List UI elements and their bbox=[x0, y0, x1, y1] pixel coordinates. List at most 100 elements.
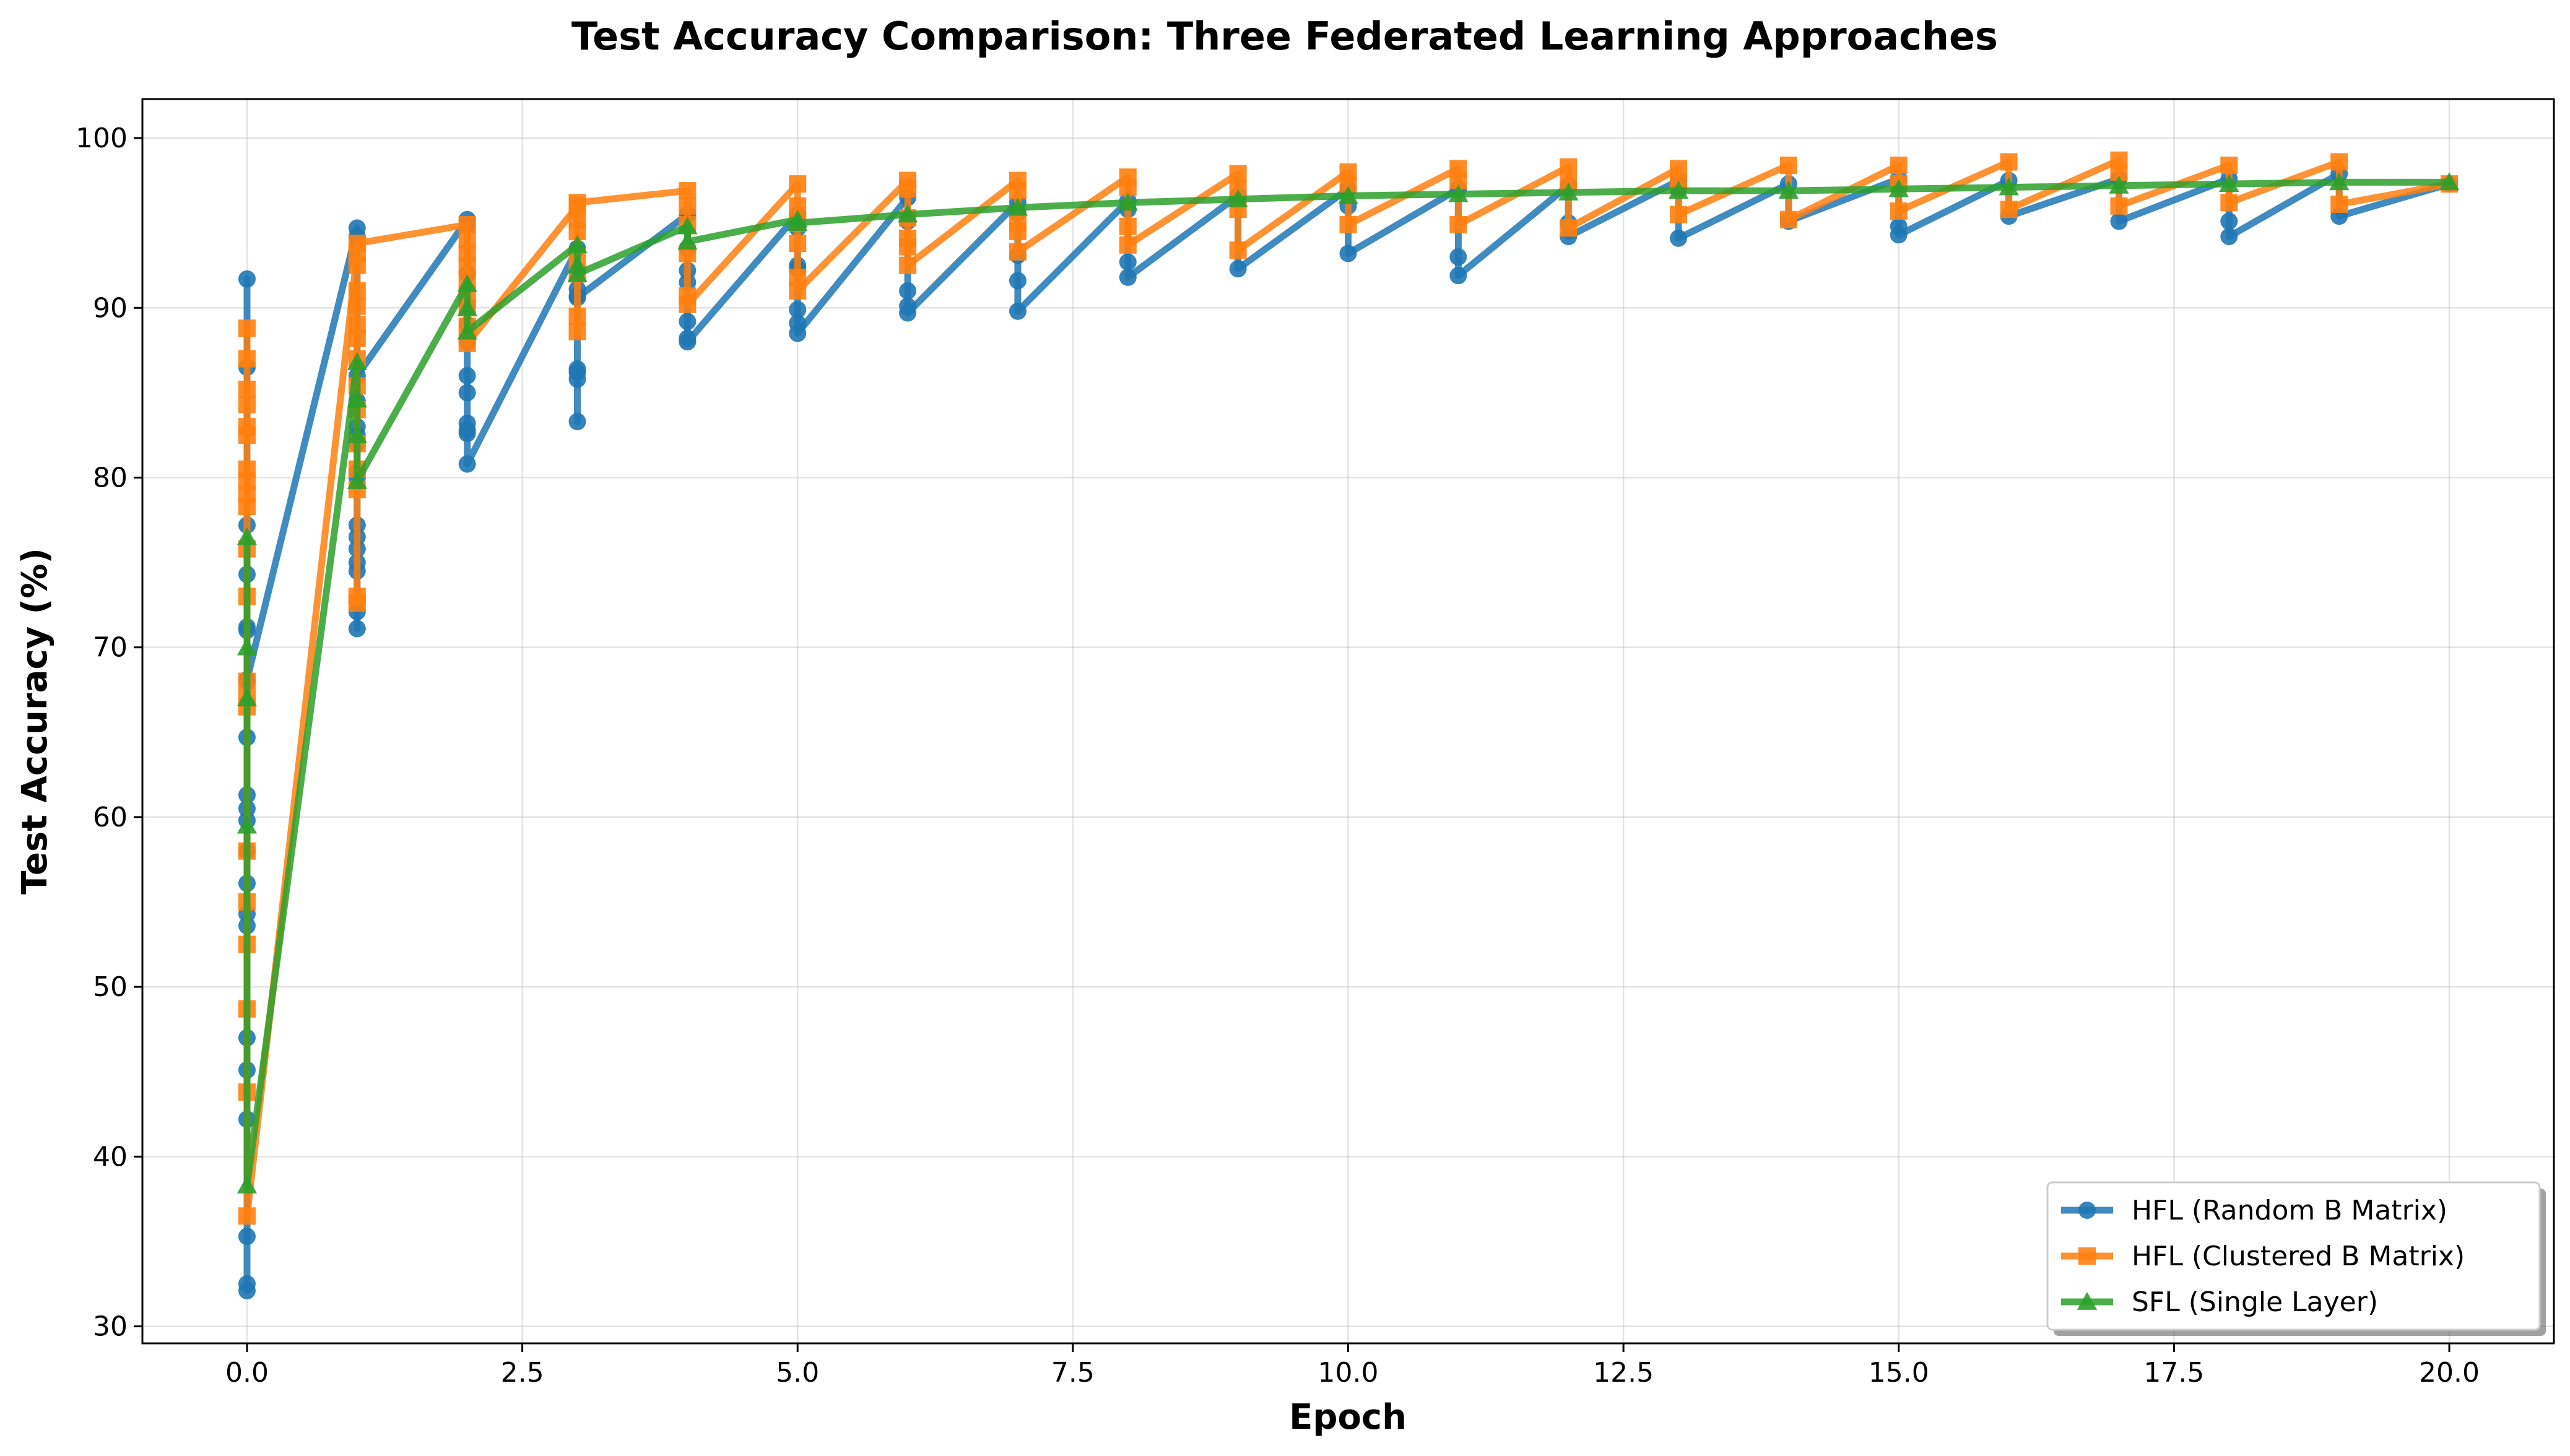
data-point bbox=[457, 321, 477, 340]
data-point bbox=[457, 298, 477, 316]
data-point bbox=[458, 455, 476, 473]
data-point bbox=[1007, 197, 1028, 216]
data-point bbox=[458, 384, 476, 402]
x-tick-label: 7.5 bbox=[1051, 1357, 1095, 1389]
data-point bbox=[1229, 165, 1247, 183]
data-point bbox=[347, 425, 367, 443]
grid bbox=[142, 99, 2554, 1343]
y-tick-label: 90 bbox=[93, 292, 128, 324]
data-point bbox=[1009, 222, 1027, 240]
data-point bbox=[1999, 177, 2019, 196]
data-point bbox=[788, 213, 808, 232]
data-point bbox=[1890, 226, 1908, 244]
data-point bbox=[789, 324, 807, 342]
y-tick-label: 100 bbox=[76, 123, 128, 154]
data-point bbox=[1449, 267, 1467, 285]
series-line bbox=[243, 178, 2453, 1189]
data-point bbox=[347, 470, 367, 489]
x-tick-label: 17.5 bbox=[2143, 1357, 2204, 1389]
data-point bbox=[347, 389, 367, 408]
data-point bbox=[1009, 243, 1027, 261]
data-point bbox=[2219, 174, 2239, 192]
data-point bbox=[2220, 228, 2238, 246]
data-point bbox=[679, 295, 697, 313]
data-point bbox=[238, 1228, 256, 1246]
data-point bbox=[1229, 260, 1247, 278]
legend-marker bbox=[2078, 1247, 2096, 1265]
data-point bbox=[1009, 272, 1027, 290]
y-tick-label: 50 bbox=[93, 971, 128, 1003]
data-point bbox=[789, 175, 807, 193]
data-point bbox=[238, 319, 256, 337]
data-point bbox=[1228, 189, 1248, 207]
data-point bbox=[348, 297, 366, 315]
data-point bbox=[238, 396, 256, 414]
y-tick-label: 30 bbox=[93, 1311, 128, 1343]
data-point bbox=[2220, 194, 2238, 212]
data-point bbox=[679, 197, 697, 215]
data-point bbox=[457, 274, 477, 292]
legend-marker bbox=[2077, 1291, 2098, 1310]
data-point bbox=[238, 1207, 256, 1225]
data-point bbox=[1009, 302, 1027, 320]
axis-ticks: 0.0 2.5 5.0 7.5 10.0 12.5 15.0 17.5 20.0 30 40 50 60… bbox=[76, 123, 2480, 1389]
data-point bbox=[237, 1175, 258, 1194]
legend-item: HFL (Clustered B Matrix) bbox=[2061, 1241, 2465, 1272]
data-point bbox=[2220, 212, 2238, 230]
legend-box bbox=[2046, 1181, 2541, 1331]
x-tick-label: 0.0 bbox=[225, 1357, 269, 1389]
y-tick-label: 80 bbox=[93, 462, 128, 494]
y-tick-label: 40 bbox=[93, 1141, 128, 1172]
data-point bbox=[568, 307, 586, 325]
chart-title: Test Accuracy Comparison: Three Federate… bbox=[571, 14, 1998, 59]
data-point bbox=[2109, 175, 2129, 194]
data-point bbox=[238, 350, 256, 368]
data-point bbox=[238, 380, 256, 398]
data-point bbox=[348, 594, 366, 612]
data-point bbox=[1558, 182, 1579, 201]
data-point bbox=[1448, 184, 1469, 202]
data-point bbox=[1118, 193, 1138, 211]
data-point bbox=[568, 194, 586, 212]
data-point bbox=[568, 413, 586, 431]
data-point bbox=[1119, 217, 1137, 235]
data-point bbox=[238, 1281, 256, 1299]
data-point bbox=[2220, 156, 2238, 174]
data-point bbox=[1339, 215, 1357, 233]
data-point bbox=[568, 323, 586, 340]
data-point bbox=[789, 282, 807, 300]
legend: HFL (Random B Matrix) HFL (Clustered B Ma… bbox=[2046, 1181, 2546, 1336]
data-point bbox=[238, 426, 256, 444]
data-point bbox=[789, 235, 807, 253]
data-point bbox=[348, 329, 366, 347]
data-point bbox=[1668, 180, 1689, 199]
data-point bbox=[1009, 182, 1027, 200]
data-point bbox=[1339, 245, 1357, 262]
data-point bbox=[237, 527, 258, 545]
data-point bbox=[1670, 229, 1688, 247]
data-point bbox=[567, 264, 588, 282]
legend-marker bbox=[2078, 1202, 2096, 1219]
y-tick-label: 70 bbox=[93, 632, 128, 664]
data-point bbox=[677, 232, 698, 250]
data-point bbox=[1119, 253, 1137, 271]
x-tick-label: 12.5 bbox=[1593, 1357, 1654, 1389]
x-axis-label: Epoch bbox=[1289, 1397, 1407, 1437]
data-point bbox=[1890, 156, 1908, 174]
x-tick-label: 5.0 bbox=[776, 1357, 819, 1389]
data-point bbox=[458, 215, 476, 233]
data-point bbox=[237, 815, 258, 834]
data-point bbox=[348, 256, 366, 274]
data-point bbox=[2330, 153, 2348, 171]
data-point bbox=[1449, 248, 1467, 266]
data-point bbox=[899, 256, 917, 274]
data-point bbox=[2000, 153, 2018, 171]
data-point bbox=[348, 620, 366, 638]
data-point bbox=[2110, 197, 2128, 215]
data-point bbox=[237, 637, 258, 656]
data-point bbox=[1670, 206, 1688, 223]
x-tick-label: 15.0 bbox=[1869, 1357, 1929, 1389]
data-point bbox=[348, 282, 366, 300]
data-point bbox=[1560, 219, 1578, 237]
